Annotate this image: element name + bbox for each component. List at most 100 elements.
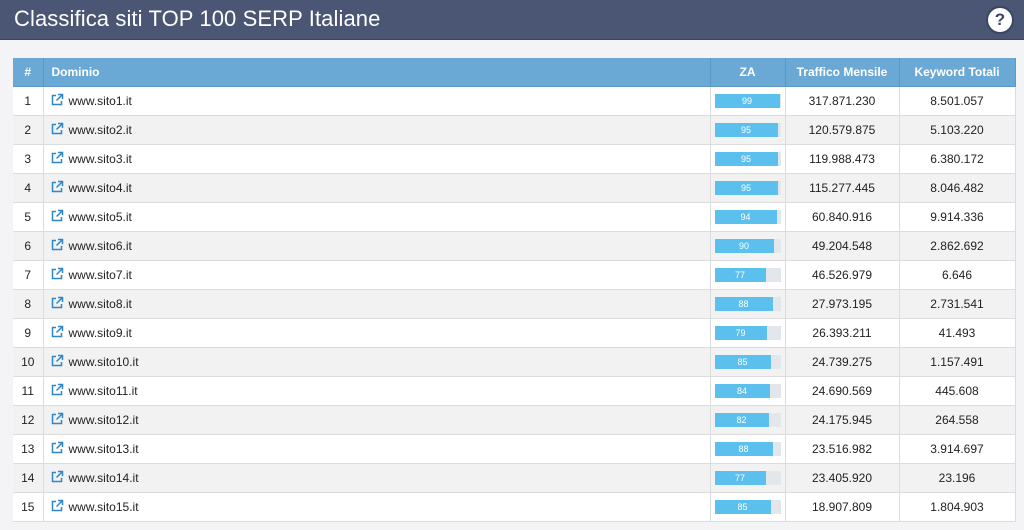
- za-score-fill: [714, 122, 778, 137]
- za-score-value: 99: [741, 95, 752, 106]
- za-score-value: 77: [734, 269, 745, 280]
- za-score-fill: [714, 441, 773, 456]
- domain-link[interactable]: www.sito15.it: [68, 500, 139, 514]
- za-cell: 99: [710, 86, 786, 116]
- page-header: Classifica siti TOP 100 SERP Italiane ?: [0, 0, 1024, 40]
- ranking-table: # Dominio ZA Traffico Mensile Keyword To…: [13, 58, 1016, 522]
- traffic-cell: 49.204.548: [785, 231, 900, 261]
- keywords-cell: 9.914.336: [899, 202, 1016, 232]
- table-row: 15 www.sito15.it 85 18.907.809 1.804.903: [13, 492, 1016, 522]
- column-header-za[interactable]: ZA: [710, 58, 786, 87]
- traffic-cell: 23.405.920: [785, 463, 900, 493]
- external-link-icon[interactable]: [50, 93, 64, 107]
- external-link-icon[interactable]: [50, 499, 64, 513]
- domain-cell: www.sito14.it: [43, 463, 711, 493]
- row-number: 2: [13, 115, 44, 145]
- za-score-value: 85: [737, 501, 748, 512]
- za-cell: 77: [710, 463, 786, 493]
- za-score-value: 90: [738, 240, 749, 251]
- page-title: Classifica siti TOP 100 SERP Italiane: [14, 6, 381, 31]
- domain-link[interactable]: www.sito3.it: [68, 152, 132, 166]
- external-link-icon[interactable]: [50, 151, 64, 165]
- keywords-cell: 23.196: [899, 463, 1016, 493]
- za-score-bar: 85: [714, 354, 781, 369]
- domain-cell: www.sito12.it: [43, 405, 711, 435]
- traffic-cell: 18.907.809: [785, 492, 900, 522]
- za-score-bar: 90: [714, 238, 781, 253]
- domain-cell: www.sito6.it: [43, 231, 711, 261]
- column-header-traffic[interactable]: Traffico Mensile: [785, 58, 900, 87]
- za-score-value: 88: [738, 443, 749, 454]
- external-link-icon[interactable]: [50, 122, 64, 136]
- domain-link[interactable]: www.sito4.it: [68, 181, 132, 195]
- table-row: 14 www.sito14.it 77 23.405.920 23.196: [13, 463, 1016, 493]
- za-cell: 90: [710, 231, 786, 261]
- external-link-icon[interactable]: [50, 267, 64, 281]
- row-number: 13: [13, 434, 44, 464]
- row-number: 14: [13, 463, 44, 493]
- column-header-keywords[interactable]: Keyword Totali: [899, 58, 1016, 87]
- domain-link[interactable]: www.sito14.it: [68, 471, 139, 485]
- external-link-icon[interactable]: [50, 354, 64, 368]
- traffic-cell: 115.277.445: [785, 173, 900, 203]
- za-cell: 88: [710, 289, 786, 319]
- domain-cell: www.sito8.it: [43, 289, 711, 319]
- za-score-value: 88: [738, 298, 749, 309]
- keywords-cell: 3.914.697: [899, 434, 1016, 464]
- external-link-icon[interactable]: [50, 441, 64, 455]
- domain-link[interactable]: www.sito6.it: [68, 239, 132, 253]
- za-cell: 79: [710, 318, 786, 348]
- za-score-fill: [714, 499, 771, 514]
- table-row: 3 www.sito3.it 95 119.988.473 6.380.172: [13, 144, 1016, 174]
- domain-cell: www.sito13.it: [43, 434, 711, 464]
- za-score-fill: [714, 267, 766, 282]
- za-score-bar: 95: [714, 122, 781, 137]
- domain-link[interactable]: www.sito8.it: [68, 297, 132, 311]
- za-cell: 85: [710, 492, 786, 522]
- za-score-fill: [714, 209, 777, 224]
- column-header-number[interactable]: #: [13, 58, 44, 87]
- domain-link[interactable]: www.sito11.it: [68, 384, 138, 398]
- traffic-cell: 24.739.275: [785, 347, 900, 377]
- row-number: 12: [13, 405, 44, 435]
- za-score-fill: [714, 470, 766, 485]
- za-score-bar: 88: [714, 296, 781, 311]
- domain-cell: www.sito4.it: [43, 173, 711, 203]
- external-link-icon[interactable]: [50, 180, 64, 194]
- row-number: 8: [13, 289, 44, 319]
- za-cell: 88: [710, 434, 786, 464]
- keywords-cell: 445.608: [899, 376, 1016, 406]
- domain-cell: www.sito7.it: [43, 260, 711, 290]
- external-link-icon[interactable]: [50, 296, 64, 310]
- domain-link[interactable]: www.sito12.it: [68, 413, 139, 427]
- domain-link[interactable]: www.sito1.it: [68, 94, 132, 108]
- keywords-cell: 8.501.057: [899, 86, 1016, 116]
- za-score-value: 95: [740, 124, 751, 135]
- domain-link[interactable]: www.sito2.it: [68, 123, 132, 137]
- row-number: 10: [13, 347, 44, 377]
- external-link-icon[interactable]: [50, 412, 64, 426]
- keywords-cell: 41.493: [899, 318, 1016, 348]
- za-score-bar: 85: [714, 499, 781, 514]
- domain-cell: www.sito15.it: [43, 492, 711, 522]
- external-link-icon[interactable]: [50, 209, 64, 223]
- help-button[interactable]: ?: [986, 6, 1014, 34]
- external-link-icon[interactable]: [50, 325, 64, 339]
- row-number: 1: [13, 86, 44, 116]
- za-score-fill: [714, 151, 778, 166]
- za-score-value: 79: [735, 327, 746, 338]
- external-link-icon[interactable]: [50, 383, 64, 397]
- za-score-fill: [714, 93, 780, 108]
- domain-link[interactable]: www.sito7.it: [68, 268, 132, 282]
- external-link-icon[interactable]: [50, 238, 64, 252]
- external-link-icon[interactable]: [50, 470, 64, 484]
- column-header-domain[interactable]: Dominio: [43, 58, 711, 87]
- keywords-cell: 264.558: [899, 405, 1016, 435]
- traffic-cell: 23.516.982: [785, 434, 900, 464]
- domain-link[interactable]: www.sito5.it: [68, 210, 132, 224]
- domain-link[interactable]: www.sito10.it: [68, 355, 139, 369]
- domain-link[interactable]: www.sito9.it: [68, 326, 132, 340]
- domain-link[interactable]: www.sito13.it: [68, 442, 139, 456]
- za-score-value: 95: [740, 182, 751, 193]
- domain-cell: www.sito2.it: [43, 115, 711, 145]
